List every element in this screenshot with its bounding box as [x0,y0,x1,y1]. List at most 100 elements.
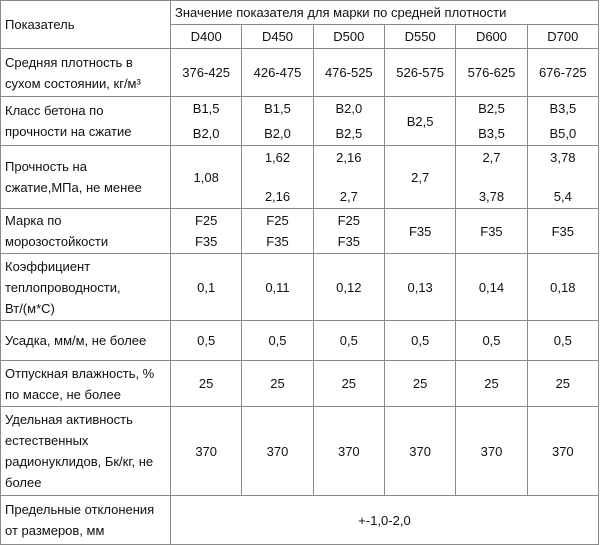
cell-text: 0,5 [482,333,501,348]
cell: B2,5 B3,5 [455,96,528,146]
cell-lines: 1,62 2,16 [246,147,308,207]
header-row: Показатель Значение показателя для марки … [0,0,599,49]
cell-text: B5,0 [549,126,577,141]
cell: 0,5 [526,320,600,361]
column-header: D550 [383,24,457,49]
cell-text: 25 [484,376,499,391]
cell-lines: B2,5 [389,98,451,144]
cell-text: 2,7 [482,150,501,165]
cell-lines: F35 [460,210,522,252]
column-header: D600 [455,24,528,49]
cell-text: 376-425 [182,65,231,80]
cell: F35 [526,208,600,254]
cell-lines: F25 F35 [246,210,308,252]
table-row: Предельные отклонения от размеров, мм +-1… [0,495,599,545]
cell-text: 526-575 [396,65,444,80]
table-row: Средняя плотность в сухом состоянии, кг/… [0,48,600,97]
row-label: Коэффициент теплопроводности, Вт/(м*С) [0,253,171,321]
cell-text: F35 [551,223,575,239]
table-row: Усадка, мм/м, не более 0,5 0,5 0,5 0,5 0,5 0,5 [0,320,600,361]
cell-lines: B3,5 B5,0 [532,98,594,144]
cell-text: 3,78 [478,189,505,204]
cell-lines: F25 F35 [318,210,380,252]
cell-text: B2,5 [478,101,505,116]
header-label: Показатель [0,0,171,49]
cell-lines: B1,5 B2,0 [246,98,308,144]
cell-lines: 370 [389,408,451,494]
cell: B1,5 B2,0 [241,96,314,146]
cell-lines: 25 [460,362,522,405]
cell: 25 [526,360,600,407]
cell-text: 25 [270,376,285,391]
table-row: Марка по морозостойкости F25 F35 F25 F35 F25 F… [0,208,600,254]
cell-lines: 25 [175,362,237,405]
cell-text: 0,18 [550,279,576,295]
cell-lines: 376-425 [175,50,237,95]
cell-lines: F35 [532,210,594,252]
cell-lines: 426-475 [246,50,308,95]
cell-text: 0,1 [197,279,216,295]
cell-text: B2,0 [335,101,363,116]
cell-lines: 370 [175,408,237,494]
cell: F35 [455,208,528,254]
cell: 0,12 [312,253,385,321]
cell-lines: +-1,0-2,0 [175,497,594,543]
cell-text: 0,5 [339,333,358,348]
cell-lines: 0,11 [246,255,308,319]
column-header: D500 [312,24,385,49]
cell-text: B1,5 [264,101,291,116]
cell-text: 370 [195,443,218,459]
cell: 3,78 5,4 [526,145,600,209]
cell-text: B3,5 [549,101,577,116]
cell-lines: 0,5 [175,322,237,359]
cell-text: 370 [551,443,574,459]
cell-text: 0,14 [478,279,505,295]
column-header: D450 [241,24,314,49]
cell: 2,16 2,7 [312,145,385,209]
cell-text: 0,5 [411,333,430,348]
row-label: Предельные отклонения от размеров, мм [0,495,171,545]
cell: +-1,0-2,0 [170,495,599,545]
cell: B1,5 B2,0 [169,96,243,146]
cell-text: B1,5 [192,101,220,116]
cell: 370 [526,406,600,496]
cell-text: 2,16 [336,150,362,165]
cell-text: 370 [409,443,431,459]
cell-text: B2,0 [264,126,291,141]
cell-lines: F25 F35 [175,210,237,252]
cell-lines: 0,14 [460,255,522,319]
cell: 0,5 [312,320,385,361]
cell: F25 F35 [169,208,243,254]
cell: 370 [169,406,243,496]
table-row: Отпускная влажность, % по массе, не боле… [0,360,600,407]
cell: 370 [241,406,314,496]
row-label: Удельная активность естественных радиону… [0,406,171,496]
cell-text: F25 [194,213,218,228]
cell-text: F35 [408,223,432,239]
cell-text: 426-475 [253,65,302,80]
cell-lines: 576-625 [460,50,522,95]
header-row: D400 D450 D500 D550 D600 D700 [1,24,600,49]
cell-lines: 2,7 3,78 [460,147,522,207]
cell-text: 476-525 [324,65,373,80]
cell-text: B3,5 [478,126,505,141]
cell: 0,11 [241,253,314,321]
cell-text: +-1,0-2,0 [358,512,411,528]
cell-lines: 370 [460,408,522,494]
cell-lines: 0,5 [532,322,594,359]
cell-lines: 676-725 [532,50,594,95]
cell: 676-725 [526,48,600,97]
row-label: Средняя плотность в сухом состоянии, кг/… [0,48,171,97]
cell: 476-525 [312,48,385,97]
cell-text: 5,4 [553,189,572,204]
cell: B3,5 B5,0 [526,96,600,146]
column-header: D700 [526,24,600,49]
cell: 0,1 [169,253,243,321]
cell: F35 [383,208,457,254]
cell: 2,7 [383,145,457,209]
cell-text: 370 [266,443,289,459]
cell-lines: 1,08 [175,147,237,207]
cell: 2,7 3,78 [455,145,528,209]
cell-text: 25 [555,376,571,391]
